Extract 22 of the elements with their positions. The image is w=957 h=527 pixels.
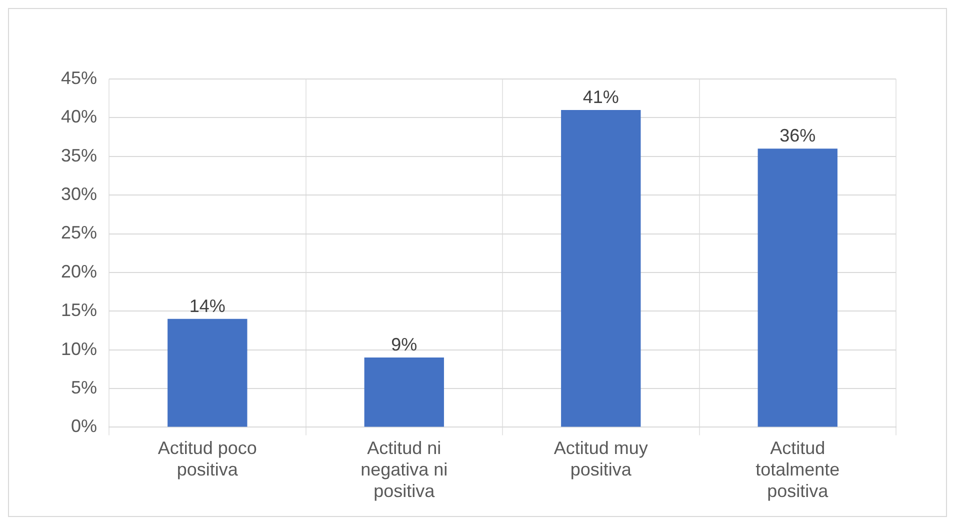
x-tick-label: Actitud poco positiva	[158, 438, 257, 480]
y-tick-label: 10%	[60, 338, 98, 359]
data-label: 14%	[189, 296, 226, 316]
data-label: 41%	[582, 86, 619, 107]
y-tick-label: 40%	[60, 106, 98, 127]
y-tick-label: 20%	[60, 261, 98, 282]
y-tick-label: 25%	[60, 222, 98, 243]
data-label: 36%	[780, 126, 816, 146]
y-tick-label: 0%	[71, 416, 98, 436]
x-tick-label: Actitud muy positiva	[554, 438, 648, 480]
x-tick-label: Actitud totalmente positiva	[756, 438, 840, 502]
y-tick-label: 45%	[60, 68, 98, 88]
y-tick-label: 5%	[71, 377, 98, 398]
bar	[168, 318, 248, 427]
bar	[758, 148, 838, 427]
y-tick-label: 30%	[60, 184, 98, 204]
bar	[561, 110, 641, 427]
x-tick-label: Actitud ni negativa ni positiva	[360, 438, 448, 502]
y-tick-label: 35%	[60, 145, 98, 166]
data-label: 9%	[391, 334, 418, 355]
y-tick-label: 15%	[60, 300, 98, 320]
bar	[364, 358, 444, 427]
